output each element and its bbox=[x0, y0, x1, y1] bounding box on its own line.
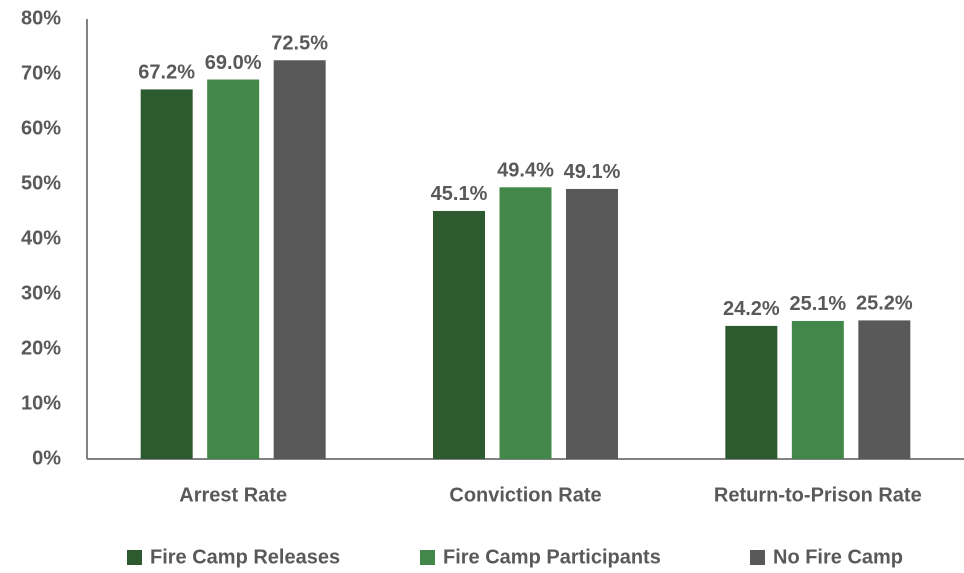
y-tick-label: 40% bbox=[21, 227, 61, 249]
bar bbox=[273, 60, 326, 459]
bar bbox=[725, 325, 778, 459]
data-label: 72.5% bbox=[271, 33, 328, 55]
legend-swatch bbox=[127, 550, 142, 565]
y-tick-label: 50% bbox=[21, 172, 61, 194]
y-tick-label: 60% bbox=[21, 117, 61, 139]
x-tick-label: Arrest Rate bbox=[179, 484, 287, 506]
data-label: 25.1% bbox=[789, 293, 846, 315]
data-label: 67.2% bbox=[138, 62, 195, 84]
legend-swatch bbox=[420, 550, 435, 565]
y-tick-label: 70% bbox=[21, 62, 61, 84]
y-tick-label: 20% bbox=[21, 337, 61, 359]
bar bbox=[207, 79, 260, 459]
bar bbox=[499, 187, 552, 460]
bar bbox=[791, 320, 844, 459]
bar bbox=[140, 89, 193, 460]
bar bbox=[433, 210, 485, 459]
data-label: 49.1% bbox=[564, 161, 621, 183]
data-label: 49.4% bbox=[497, 160, 554, 182]
y-tick-label: 0% bbox=[32, 447, 61, 469]
x-tick-label: Return-to-Prison Rate bbox=[714, 484, 922, 506]
y-tick-label: 30% bbox=[21, 282, 61, 304]
y-tick-label: 80% bbox=[21, 7, 61, 29]
legend-swatch bbox=[750, 550, 765, 565]
legend-label: Fire Camp Releases bbox=[150, 546, 340, 568]
y-tick-label: 10% bbox=[21, 392, 61, 414]
data-label: 25.2% bbox=[856, 293, 913, 315]
bar bbox=[858, 320, 911, 459]
legend-label: No Fire Camp bbox=[773, 546, 903, 568]
data-label: 69.0% bbox=[205, 52, 262, 74]
data-label: 45.1% bbox=[431, 183, 488, 205]
data-label: 24.2% bbox=[723, 298, 780, 320]
x-tick-label: Conviction Rate bbox=[449, 484, 601, 506]
legend-label: Fire Camp Participants bbox=[443, 546, 661, 568]
bar bbox=[566, 188, 618, 459]
